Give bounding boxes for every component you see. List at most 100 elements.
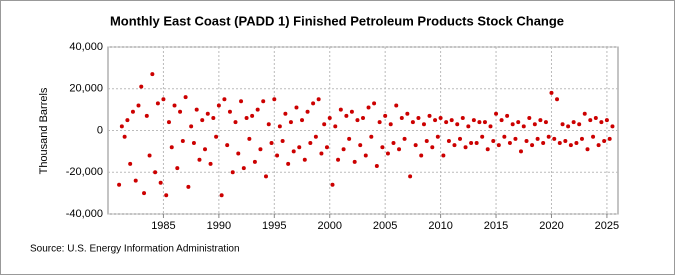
point (377, 120, 382, 125)
y-axis-label: Thousand Barrels (38, 87, 50, 174)
point (555, 97, 560, 102)
point (424, 138, 429, 143)
point (466, 124, 471, 129)
point (510, 122, 515, 127)
point (130, 109, 135, 114)
x-tick-label: 1985 (151, 220, 175, 232)
point (291, 149, 296, 154)
point (563, 138, 568, 143)
point (327, 115, 332, 120)
point (139, 84, 144, 89)
point (347, 136, 352, 141)
point (521, 124, 526, 129)
point (502, 134, 507, 139)
point (150, 72, 155, 77)
x-tick-label: 2010 (428, 220, 452, 232)
point (410, 120, 415, 125)
point (352, 159, 357, 164)
point (322, 122, 327, 127)
point (593, 115, 598, 120)
point (505, 113, 510, 118)
point (330, 182, 335, 187)
point (449, 118, 454, 123)
point (480, 134, 485, 139)
point (530, 143, 535, 148)
point (568, 143, 573, 148)
point (252, 159, 257, 164)
point (214, 134, 219, 139)
point (230, 170, 235, 175)
point (482, 120, 487, 125)
point (144, 113, 149, 118)
point (272, 97, 277, 102)
point (200, 118, 205, 123)
point (577, 122, 582, 127)
point (416, 115, 421, 120)
point (541, 141, 546, 146)
point (560, 122, 565, 127)
point (344, 113, 349, 118)
point (474, 141, 479, 146)
point (513, 136, 518, 141)
point (579, 136, 584, 141)
y-tick-label: -40,000 (66, 208, 103, 220)
point (602, 138, 607, 143)
point (582, 111, 587, 116)
point (203, 147, 208, 152)
point (186, 184, 191, 189)
point (516, 120, 521, 125)
point (275, 153, 280, 158)
point (158, 180, 163, 185)
point (496, 143, 501, 148)
point (241, 166, 246, 171)
point (438, 115, 443, 120)
point (147, 153, 152, 158)
point (455, 122, 460, 127)
point (557, 141, 562, 146)
point (435, 134, 440, 139)
point (588, 118, 593, 123)
y-tick-label: -20,000 (66, 166, 103, 178)
point (385, 151, 390, 156)
point (311, 101, 316, 106)
point (308, 141, 313, 146)
point (488, 124, 493, 129)
point (283, 111, 288, 116)
point (485, 147, 490, 152)
point (607, 136, 612, 141)
point (277, 124, 282, 129)
point (518, 149, 523, 154)
point (122, 134, 127, 139)
point (566, 124, 571, 129)
point (491, 138, 496, 143)
point (336, 157, 341, 162)
point (166, 120, 171, 125)
point (546, 134, 551, 139)
point (153, 170, 158, 175)
point (363, 153, 368, 158)
point (463, 145, 468, 150)
point (255, 107, 260, 112)
point (421, 122, 426, 127)
point (261, 99, 266, 104)
point (374, 163, 379, 168)
point (535, 136, 540, 141)
point (458, 136, 463, 141)
point (527, 115, 532, 120)
point (430, 145, 435, 150)
point (239, 99, 244, 104)
point (227, 109, 232, 114)
point (225, 143, 230, 148)
point (427, 113, 432, 118)
point (316, 97, 321, 102)
point (169, 145, 174, 150)
x-tick-label: 1995 (262, 220, 286, 232)
point (446, 138, 451, 143)
point (397, 147, 402, 152)
point (524, 138, 529, 143)
source: Source: U.S. Energy Information Administ… (30, 244, 240, 255)
point (189, 124, 194, 129)
point (338, 107, 343, 112)
point (585, 147, 590, 152)
point (117, 182, 122, 187)
